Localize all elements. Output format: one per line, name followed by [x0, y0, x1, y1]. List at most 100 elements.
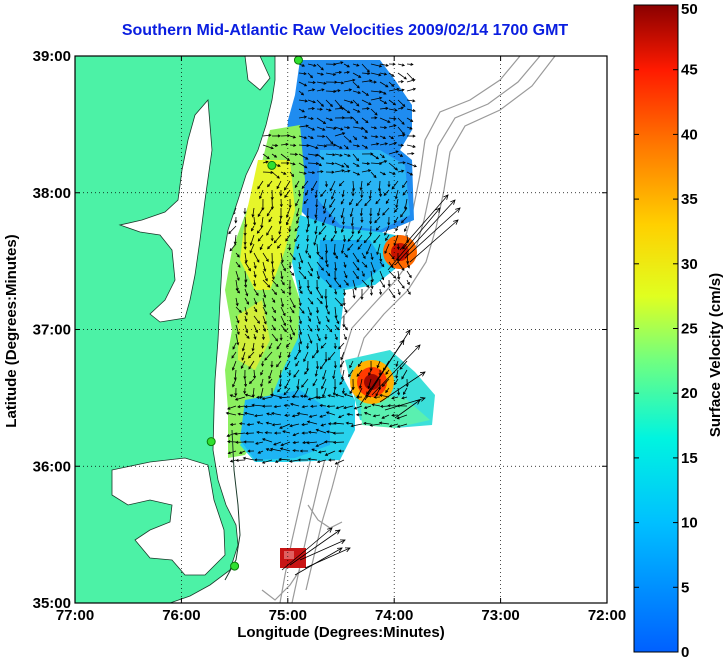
- velocity-vector: [356, 234, 363, 243]
- velocity-vector: [406, 270, 412, 278]
- velocity-vector-head: [307, 397, 311, 401]
- velocity-vector: [247, 423, 255, 426]
- chart-title: Southern Mid-Atlantic Raw Velocities 200…: [121, 22, 569, 39]
- velocity-vector: [361, 80, 372, 83]
- velocity-vector: [375, 198, 381, 204]
- colorbar-ticks: 0 5 10 15 20 25 30 35 40 45 50: [634, 1, 698, 659]
- velocity-vector: [379, 160, 387, 164]
- velocity-vector-head: [278, 384, 282, 388]
- velocity-vector: [294, 234, 300, 242]
- velocity-vector-head: [366, 69, 370, 73]
- velocity-vector-head: [402, 103, 406, 107]
- velocity-vector: [248, 360, 255, 370]
- velocity-vector-head: [270, 238, 274, 242]
- velocity-vector-head: [356, 259, 360, 263]
- velocity-vector: [279, 216, 282, 224]
- velocity-vector: [235, 261, 241, 268]
- velocity-vector: [298, 279, 301, 289]
- velocity-vector: [361, 135, 368, 139]
- velocity-vector: [370, 171, 377, 178]
- velocity-vector: [377, 207, 381, 216]
- velocity-vector: [409, 219, 459, 263]
- velocity-vector-head: [266, 156, 270, 160]
- velocity-vector: [298, 342, 301, 353]
- velocity-vector: [272, 423, 282, 426]
- velocity-vector-head: [400, 106, 404, 110]
- velocity-vector-head: [396, 424, 401, 428]
- velocity-vector: [244, 288, 248, 296]
- velocity-vector-head: [340, 127, 344, 131]
- velocity-vector-head: [346, 70, 351, 74]
- velocity-vector-head: [272, 327, 276, 331]
- velocity-vector: [402, 243, 408, 250]
- velocity-vector-head: [394, 167, 399, 171]
- velocity-vector-head: [253, 375, 257, 380]
- velocity-vector-head: [237, 264, 241, 268]
- velocity-vector: [298, 252, 303, 263]
- velocity-vector-head: [244, 224, 248, 228]
- velocity-vector-head: [338, 183, 342, 187]
- velocity-vector-head: [363, 240, 367, 244]
- velocity-vector-head: [296, 412, 300, 416]
- velocity-vector-head: [364, 203, 368, 207]
- velocity-vector: [279, 378, 282, 387]
- velocity-vector-head: [377, 213, 381, 217]
- velocity-vector: [383, 189, 390, 196]
- velocity-vector-head: [340, 250, 344, 254]
- velocity-vector-head: [280, 443, 284, 447]
- velocity-vector-head: [320, 345, 324, 349]
- velocity-vector-head: [395, 363, 399, 368]
- velocity-vector: [315, 207, 318, 218]
- velocity-vector-head: [329, 118, 334, 122]
- velocity-vector: [280, 153, 290, 161]
- velocity-vector-head: [379, 258, 383, 263]
- velocity-vector-head: [243, 376, 247, 380]
- velocity-vector: [297, 412, 309, 416]
- velocity-vector: [325, 99, 333, 107]
- velocity-vector-head: [368, 196, 372, 200]
- velocity-vector: [244, 279, 247, 288]
- velocity-vector: [352, 171, 360, 176]
- velocity-vector-head: [300, 260, 304, 264]
- velocity-vector-head: [303, 358, 307, 363]
- velocity-vector: [253, 288, 259, 296]
- velocity-vector-head: [343, 336, 347, 341]
- velocity-vector: [294, 351, 300, 360]
- velocity-vector-head: [328, 214, 332, 218]
- velocity-vector-head: [285, 344, 289, 348]
- velocity-vector: [316, 324, 320, 332]
- velocity-vector-head: [335, 529, 341, 535]
- velocity-vector: [352, 279, 357, 290]
- velocity-vector-head: [340, 229, 344, 233]
- velocity-vector: [343, 153, 351, 157]
- velocity-vector: [332, 369, 336, 379]
- velocity-vector: [397, 72, 407, 80]
- velocity-vector: [403, 387, 408, 395]
- velocity-vector: [316, 89, 325, 92]
- velocity-vector: [342, 387, 345, 394]
- velocity-vector-head: [365, 92, 370, 96]
- velocity-vector-head: [330, 196, 334, 200]
- velocity-vector: [241, 351, 246, 361]
- velocity-vector-head: [266, 213, 270, 217]
- velocity-vector-head: [310, 268, 314, 272]
- velocity-vector-head: [378, 193, 383, 198]
- velocity-vector-head: [333, 126, 337, 130]
- velocity-vector-head: [312, 383, 316, 387]
- x-axis-ticks: 77:00 76:00 75:00 74:00 73:00 72:00: [56, 56, 626, 624]
- velocity-vector-head: [251, 403, 255, 407]
- velocity-vector-head: [225, 411, 229, 415]
- velocity-vector-head: [315, 146, 319, 150]
- velocity-vector: [397, 63, 405, 66]
- velocity-vector-head: [229, 248, 233, 252]
- velocity-vector: [406, 88, 416, 92]
- velocity-vector-head: [244, 393, 248, 397]
- velocity-vector: [295, 360, 300, 367]
- velocity-vector: [352, 99, 360, 107]
- velocity-vector: [298, 270, 307, 279]
- velocity-vector-head: [298, 302, 302, 307]
- velocity-vector: [251, 225, 255, 231]
- velocity-vector-head: [373, 80, 377, 84]
- velocity-vector: [343, 126, 350, 129]
- velocity-vector: [280, 279, 285, 285]
